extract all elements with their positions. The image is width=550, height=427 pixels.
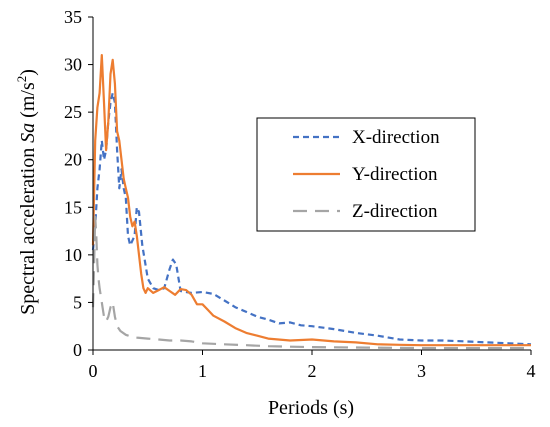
series-line-x-direction — [91, 91, 532, 346]
y-tick-label: 10 — [64, 245, 82, 265]
y-tick-label: 35 — [64, 7, 82, 27]
y-axis-title-unit: (m/s — [17, 82, 39, 123]
y-tick-label: 5 — [73, 292, 82, 312]
x-tick-label: 2 — [308, 361, 317, 381]
plot-lines — [91, 53, 532, 350]
y-axis-title-prefix: Spectral acceleration — [17, 143, 39, 315]
legend: X-direction Y-direction Z-direction — [256, 117, 476, 232]
series-line-z-direction — [91, 215, 531, 350]
x-tick-label: 4 — [527, 361, 536, 381]
tick-marks — [88, 16, 532, 355]
y-tick-label: 25 — [64, 102, 82, 122]
x-tick-label: 1 — [198, 361, 207, 381]
legend-label-x-direction: X-direction — [352, 127, 440, 148]
y-tick-label: 20 — [64, 150, 82, 170]
y-axis-title-unit-close: ) — [17, 69, 39, 76]
legend-label-z-direction: Z-direction — [352, 201, 438, 222]
y-axis-title-unit-exponent: 2 — [14, 76, 29, 83]
series-line-y-direction — [91, 53, 531, 347]
y-axis-title: Spectral acceleration Sa (m/s2) — [14, 69, 39, 315]
tick-labels: 0 1 2 3 4 0 5 10 15 20 25 30 35 — [64, 7, 536, 381]
y-tick-label: 15 — [64, 197, 82, 217]
x-tick-label: 0 — [89, 361, 98, 381]
y-axis-title-symbol: Sa — [17, 123, 39, 143]
legend-label-y-direction: Y-direction — [352, 164, 438, 185]
x-axis-title: Periods (s) — [268, 397, 354, 419]
y-tick-label: 0 — [73, 340, 82, 360]
x-tick-label: 3 — [417, 361, 426, 381]
y-tick-label: 30 — [64, 55, 82, 75]
